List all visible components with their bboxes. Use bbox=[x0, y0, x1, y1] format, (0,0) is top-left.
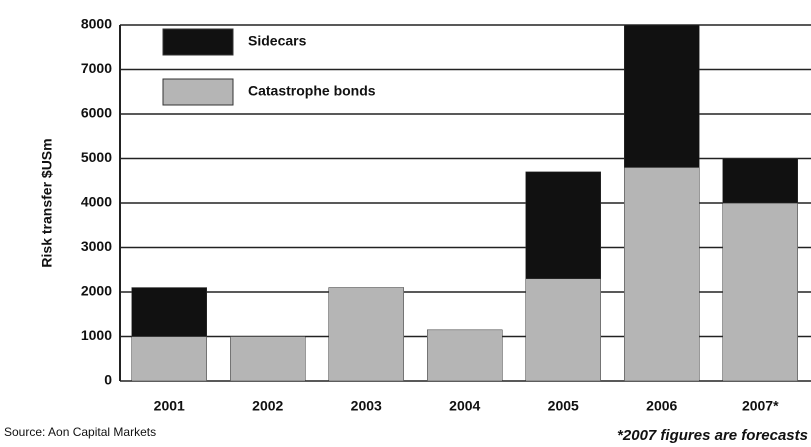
bar-segment bbox=[328, 287, 404, 382]
x-tick-label: 2002 bbox=[252, 398, 283, 414]
y-tick-label: 2000 bbox=[81, 283, 112, 299]
bar-segment bbox=[722, 158, 798, 204]
y-tick-label: 0 bbox=[104, 372, 112, 388]
x-tick-label: 2007* bbox=[742, 398, 779, 414]
x-tick-label: 2006 bbox=[646, 398, 677, 414]
bar-segment bbox=[525, 171, 601, 279]
bar-segment bbox=[722, 202, 798, 382]
y-tick-label: 6000 bbox=[81, 105, 112, 121]
legend-swatch bbox=[162, 78, 234, 106]
bar-segment bbox=[624, 24, 700, 168]
bar-segment bbox=[624, 167, 700, 382]
y-tick-label: 3000 bbox=[81, 238, 112, 254]
bar-segment bbox=[131, 287, 207, 337]
y-tick-label: 4000 bbox=[81, 194, 112, 210]
y-tick-label: 1000 bbox=[81, 327, 112, 343]
y-axis-label: Risk transfer $USm bbox=[39, 138, 55, 267]
x-tick-label: 2004 bbox=[449, 398, 480, 414]
y-tick-label: 5000 bbox=[81, 149, 112, 165]
note: *2007 figures are forecasts bbox=[617, 427, 808, 444]
bar-segment bbox=[131, 336, 207, 382]
x-tick-label: 2001 bbox=[154, 398, 185, 414]
x-tick-label: 2005 bbox=[548, 398, 579, 414]
y-tick-label: 7000 bbox=[81, 60, 112, 76]
x-tick-label: 2003 bbox=[351, 398, 382, 414]
legend-label: Catastrophe bonds bbox=[248, 83, 376, 99]
source: Source: Aon Capital Markets bbox=[4, 425, 156, 439]
legend-swatch bbox=[162, 28, 234, 56]
bar-segment bbox=[525, 278, 601, 382]
y-tick-label: 8000 bbox=[81, 16, 112, 32]
bar-segment bbox=[427, 329, 503, 382]
legend-label: Sidecars bbox=[248, 33, 307, 49]
bar-segment bbox=[230, 336, 306, 382]
